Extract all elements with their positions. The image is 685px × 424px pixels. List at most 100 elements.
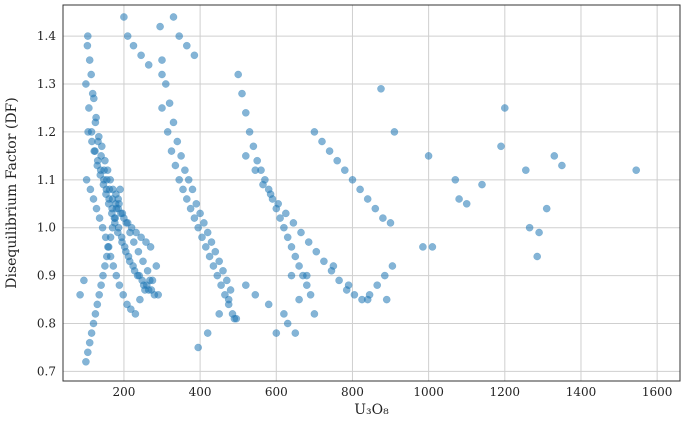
scatter-point (82, 175, 91, 184)
y-tick-labels: 0.7 0.8 0.9 1.0 1.1 1.2 1.3 1.4 (37, 29, 56, 378)
scatter-point (535, 228, 543, 237)
scatter-point (291, 329, 300, 337)
scatter-point (102, 252, 111, 261)
scatter-point (131, 310, 140, 318)
scatter-point (134, 247, 143, 256)
scatter-point (143, 266, 152, 275)
scatter-point (209, 262, 218, 270)
scatter-point (207, 238, 216, 246)
x-tick-label: 600 (265, 385, 288, 399)
scatter-point (211, 247, 220, 256)
scatter-point (118, 209, 127, 218)
scatter-point (87, 70, 96, 79)
scatter-point (390, 128, 399, 136)
scatter-point (175, 175, 184, 184)
scatter-point (91, 310, 100, 318)
scatter-point (148, 276, 157, 285)
scatter-point (179, 185, 187, 194)
scatter-point (198, 233, 206, 242)
scatter-point (251, 290, 260, 299)
scatter-point (302, 271, 311, 280)
scatter-point (147, 286, 156, 294)
scatter-point (363, 295, 372, 304)
scatter-point (82, 357, 90, 366)
scatter-point (230, 314, 239, 323)
scatter-point (117, 233, 126, 242)
scatter-point (419, 243, 427, 251)
scatter-point (215, 310, 224, 318)
scatter-point (120, 13, 128, 21)
x-tick-label: 400 (189, 385, 212, 399)
scatter-point (184, 175, 193, 184)
x-tick-label: 200 (112, 385, 135, 399)
scatter-point (146, 243, 155, 251)
scatter-point (126, 305, 135, 314)
scatter-point (379, 214, 387, 222)
scatter-point (142, 238, 150, 246)
scatter-point (350, 290, 359, 299)
y-tick-label: 1.1 (37, 173, 56, 187)
scatter-point (245, 128, 254, 136)
scatter-point (272, 329, 281, 337)
scatter-point (101, 156, 109, 165)
scatter-point (356, 185, 364, 194)
scatter-point (348, 175, 357, 184)
scatter-point (96, 166, 105, 175)
scatter-point (295, 295, 303, 304)
scatter-point (203, 329, 212, 337)
scatter-point (291, 252, 300, 261)
scatter-point (109, 262, 118, 270)
scatter-point (205, 252, 214, 261)
scatter-point (106, 175, 115, 184)
scatter-point (221, 290, 229, 299)
scatter-point (320, 257, 328, 266)
scatter-point (287, 243, 296, 251)
scatter-point (98, 223, 107, 232)
scatter-point (213, 271, 222, 280)
scatter-point (521, 166, 530, 175)
scatter-point (161, 80, 170, 88)
scatter-point (497, 142, 505, 151)
scatter-point (101, 262, 109, 270)
scatter-point (310, 310, 319, 318)
scatter-point (289, 219, 298, 227)
x-tick-label: 800 (341, 385, 364, 399)
scatter-point (80, 276, 88, 285)
scatter-point (103, 166, 112, 175)
scatter-point (280, 223, 288, 232)
scatter-point (377, 84, 385, 93)
y-axis-label: Disequilibrium Factor (DF) (4, 97, 20, 288)
scatter-point (380, 271, 389, 280)
scatter-point (112, 271, 121, 280)
scatter-point (215, 257, 224, 266)
scatter-point (171, 161, 180, 170)
scatter-point (119, 290, 128, 299)
scatter-point (194, 223, 203, 232)
y-tick-label: 1.0 (37, 221, 56, 235)
scatter-point (264, 300, 273, 309)
scatter-point (253, 156, 262, 165)
scatter-point (373, 281, 382, 290)
y-tick-label: 1.3 (37, 77, 56, 91)
scatter-point (542, 204, 551, 213)
scatter-point (129, 41, 138, 50)
scatter-point (344, 281, 353, 290)
scatter-point (84, 128, 92, 136)
scatter-point (201, 243, 210, 251)
scatter-point (95, 290, 104, 299)
scatter-point (83, 41, 92, 50)
scatter-point (274, 199, 283, 208)
scatter-point (455, 195, 463, 203)
scatter-point (91, 147, 99, 155)
scatter-point (224, 295, 233, 304)
scatter-point (87, 329, 96, 337)
scatter-point (92, 113, 100, 122)
scatter-point (133, 271, 142, 280)
x-tick-label: 1400 (566, 385, 597, 399)
scatter-point (249, 142, 258, 151)
scatter-point (163, 128, 172, 136)
scatter-point (283, 319, 292, 328)
scatter-point (302, 281, 311, 290)
scatter-point (550, 152, 559, 160)
